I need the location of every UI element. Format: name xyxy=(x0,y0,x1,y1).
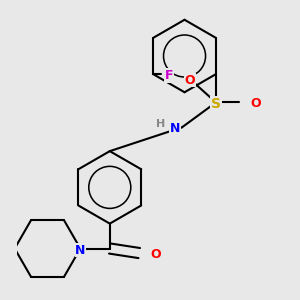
Text: N: N xyxy=(170,122,180,135)
Text: O: O xyxy=(250,98,260,110)
Text: S: S xyxy=(211,97,221,111)
Text: H: H xyxy=(156,119,165,129)
Text: O: O xyxy=(151,248,161,261)
Text: O: O xyxy=(184,74,195,87)
Text: N: N xyxy=(75,244,85,256)
Text: F: F xyxy=(164,69,173,82)
